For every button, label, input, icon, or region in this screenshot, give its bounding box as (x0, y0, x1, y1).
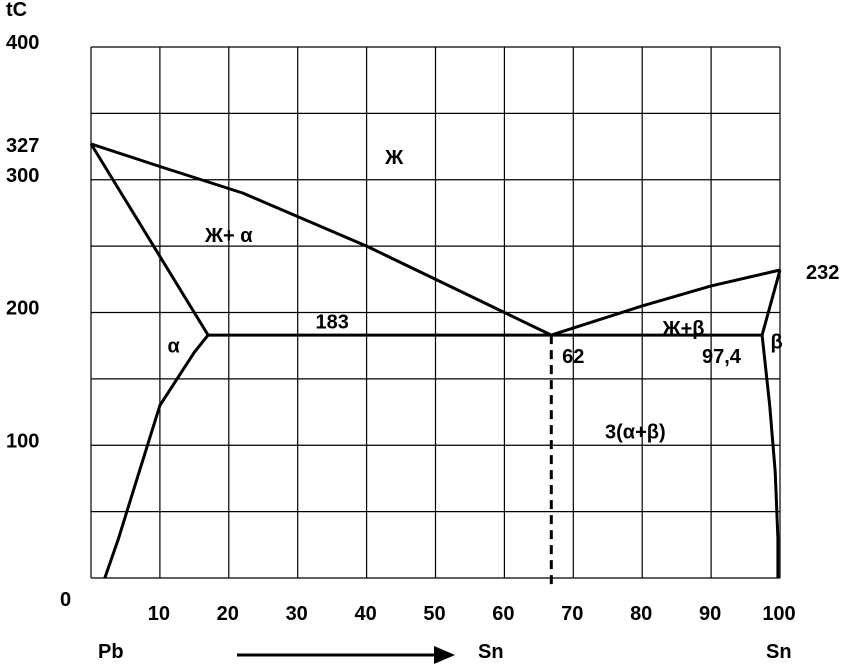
x-tick-label: 10 (148, 603, 170, 625)
label-sn-middle: Sn (478, 641, 504, 663)
region-annotation: α (168, 335, 181, 357)
x-tick-label: 90 (699, 603, 721, 625)
phase-boundary-line (103, 334, 210, 579)
x-tick-label: 30 (286, 603, 308, 625)
phase-boundary-line (89, 143, 210, 336)
labels: tC 400 300 200 100 0 327 232 10 20 30 40 50 60 70 80 90 1… (6, 0, 839, 663)
x-tick-label: 60 (492, 603, 514, 625)
y-tick-label: 400 (6, 32, 39, 54)
region-annotation: 97,4 (702, 346, 742, 368)
region-annotation: Ж+ α (204, 225, 253, 247)
region-annotation: 62 (562, 346, 584, 368)
label-sn-right: Sn (766, 641, 792, 663)
region-annotation: β (770, 331, 782, 353)
y-tick-label: 300 (6, 165, 39, 187)
region-annotation: Ж (384, 147, 404, 169)
x-tick-label: 40 (354, 603, 376, 625)
region-annotation: Ж+β (662, 318, 705, 340)
phase-boundary-line (550, 268, 781, 337)
y-tick-label: 200 (6, 298, 39, 320)
origin-label: 0 (60, 589, 71, 611)
y-tick-label: 100 (6, 430, 39, 452)
x-tick-label: 20 (217, 603, 239, 625)
curves (89, 142, 782, 585)
y-axis-label: tC (6, 0, 27, 21)
y-special-label-232: 232 (806, 262, 839, 284)
x-tick-label: 50 (423, 603, 445, 625)
region-annotation: 183 (315, 311, 348, 333)
x-tick-label: 100 (762, 603, 795, 625)
phase-boundary-line (760, 269, 782, 336)
label-pb: Pb (98, 641, 124, 663)
x-tick-label: 80 (630, 603, 652, 625)
y-special-label-327: 327 (6, 135, 39, 157)
x-tick-label: 70 (561, 603, 583, 625)
phase-boundary-line (760, 334, 780, 578)
composition-arrow (237, 646, 455, 664)
region-annotation: 3(α+β) (605, 422, 666, 444)
phase-boundary-line (90, 142, 552, 337)
grid (90, 46, 781, 579)
